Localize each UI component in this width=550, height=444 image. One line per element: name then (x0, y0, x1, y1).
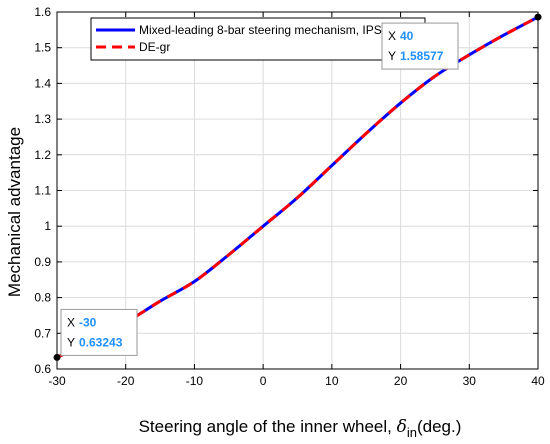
datatip-box (381, 22, 459, 70)
x-axis-label-subscript: in (407, 425, 417, 440)
datatip-value: -30 (79, 315, 97, 329)
datatip-key: Y (67, 335, 75, 349)
y-tick-label: 1.2 (34, 148, 51, 162)
y-tick-label: 0.8 (34, 291, 51, 305)
y-tick-label: 1.1 (34, 184, 51, 198)
x-tick-label: 40 (531, 374, 545, 388)
y-tick-label: 1.4 (34, 76, 51, 90)
legend-box (90, 17, 426, 61)
x-tick-label: -30 (48, 374, 66, 388)
y-tick-label: 0.7 (34, 326, 51, 340)
ticks: -30 -20 -10 0 10 20 30 40 0.6 0.7 0.8 0.9 1 1.1 1.2 1.3… (34, 5, 545, 388)
x-tick-label: -20 (117, 374, 135, 388)
datatip-marker (534, 13, 542, 21)
datatip: X -30 Y 0.63243 (53, 308, 138, 361)
y-axis-label: Mechanical advantage (5, 127, 24, 297)
datatip-key: X (388, 29, 396, 43)
x-axis-label-symbol: δ (397, 417, 407, 437)
x-axis-label-unit: (deg.) (417, 417, 461, 436)
y-tick-label: 1 (44, 219, 51, 233)
datatip: X 40 Y 1.58577 (381, 13, 542, 70)
series-line-2 (56, 15, 539, 359)
datatip-marker (53, 353, 61, 361)
legend-label: Mixed-leading 8-bar steering mechanism, … (139, 23, 391, 37)
datatip-value: 1.58577 (400, 49, 444, 63)
legend-label: DE-gr (139, 40, 170, 54)
y-tick-label: 0.9 (34, 255, 51, 269)
y-tick-label: 1.6 (34, 5, 51, 19)
y-tick-label: 0.6 (34, 362, 51, 376)
x-tick-label: 0 (260, 374, 267, 388)
y-tick-label: 1.3 (34, 112, 51, 126)
y-tick-label: 1.5 (34, 41, 51, 55)
x-axis-label: Steering angle of the inner wheel, δin(d… (139, 417, 462, 440)
x-tick-label: -10 (186, 374, 204, 388)
x-axis-label-main: Steering angle of the inner wheel, (139, 417, 397, 436)
datatip-key: Y (388, 49, 396, 63)
legend: Mixed-leading 8-bar steering mechanism, … (90, 17, 426, 61)
datatip-value: 0.63243 (79, 335, 123, 349)
x-tick-label: 10 (325, 374, 339, 388)
datatip-value: 40 (400, 29, 414, 43)
datatip-box (60, 308, 138, 356)
datatips: X 40 Y 1.58577 X -30 Y 0.63243 (53, 13, 542, 361)
datatip-key: X (67, 315, 75, 329)
x-tick-label: 30 (463, 374, 477, 388)
x-tick-label: 20 (394, 374, 408, 388)
